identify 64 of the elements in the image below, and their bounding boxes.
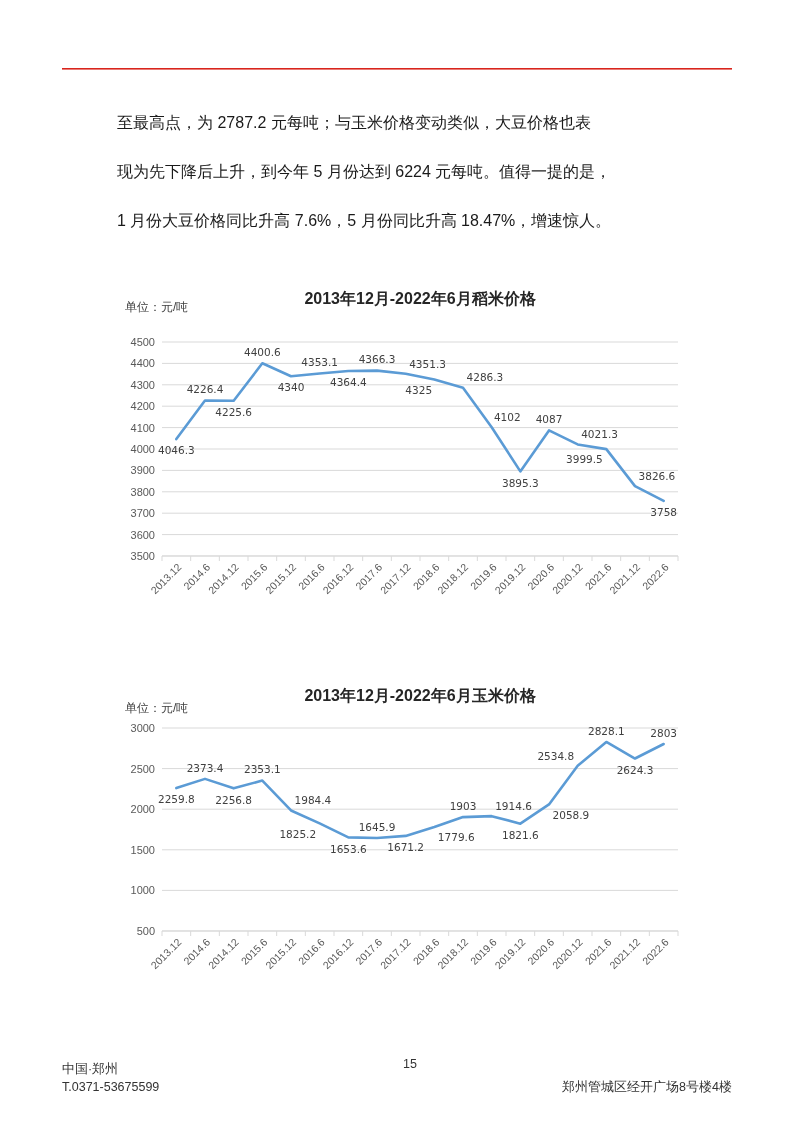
- y-tick-label: 4200: [130, 400, 155, 413]
- text: 15: [403, 1057, 417, 1071]
- data-label: 2353.1: [243, 763, 281, 776]
- data-label: 2803: [650, 726, 678, 739]
- y-tick-label: 3000: [130, 722, 155, 734]
- data-label: 1653.6: [329, 842, 368, 855]
- data-label: 2259.8: [157, 793, 195, 806]
- data-label: 1645.9: [358, 820, 396, 833]
- data-label: 1825.2: [279, 827, 317, 840]
- y-tick-label: 3600: [130, 528, 155, 541]
- data-label: 4087: [535, 413, 563, 426]
- y-tick-label: 2000: [130, 803, 155, 816]
- data-label: 4340: [277, 381, 305, 394]
- data-label: 4366.3: [358, 353, 396, 366]
- y-tick-label: 4100: [130, 421, 155, 434]
- text: 至最高点，为 2787.2 元每吨；与玉米价格变动类似，大豆价格也表: [117, 114, 591, 131]
- text: 1 月份大豆价格同比升高 7.6%，5 月份同比升高 18.47%，增速惊人。: [117, 212, 612, 229]
- y-tick-label: 3700: [130, 507, 155, 520]
- text: 中国·郑州: [62, 1062, 119, 1076]
- y-tick-label: 3900: [130, 464, 155, 477]
- data-label: 3999.5: [566, 453, 603, 466]
- text: T.0371-53675599: [62, 1080, 160, 1094]
- y-tick-label: 4400: [130, 357, 155, 370]
- data-label: 4226.4: [186, 383, 224, 396]
- chart-title: 2013年12月-2022年6月稻米价格: [304, 290, 537, 307]
- data-label: 4021.3: [581, 428, 618, 441]
- data-label: 2828.1: [587, 724, 625, 737]
- y-axis-title: 单位：元/吨: [125, 701, 189, 715]
- data-label: 1914.6: [495, 799, 533, 812]
- data-label: 4102: [493, 410, 521, 423]
- y-tick-label: 4000: [130, 443, 155, 455]
- chart-title: 2013年12月-2022年6月玉米价格: [304, 687, 537, 704]
- data-label: 4286.3: [466, 371, 504, 384]
- data-label: 3826.6: [638, 469, 676, 482]
- data-label: 2058.9: [552, 808, 590, 821]
- data-label: 4325: [405, 383, 433, 396]
- data-label: 4353.1: [301, 356, 339, 369]
- y-tick-label: 1500: [130, 843, 155, 856]
- data-label: 4351.3: [409, 357, 446, 370]
- y-tick-label: 4300: [130, 378, 155, 391]
- data-label: 2256.8: [215, 793, 253, 806]
- data-label: 1984.4: [294, 794, 332, 807]
- data-label: 4225.6: [215, 405, 253, 418]
- data-label: 1779.6: [437, 831, 475, 844]
- data-label: 3758: [650, 506, 678, 519]
- y-tick-label: 4500: [130, 336, 155, 348]
- data-label: 2624.3: [616, 763, 654, 776]
- y-tick-label: 500: [136, 925, 155, 937]
- y-axis-title: 单位：元/吨: [125, 300, 189, 314]
- text: 现为先下降后上升，到今年 5 月份达到 6224 元每吨。值得一提的是，: [117, 163, 612, 180]
- data-label: 1903: [449, 799, 477, 812]
- y-tick-label: 1000: [130, 884, 155, 897]
- data-label: 2373.4: [186, 761, 224, 774]
- y-tick-label: 2500: [130, 762, 155, 775]
- data-label: 4364.4: [329, 376, 368, 389]
- data-label: 1821.6: [501, 828, 540, 841]
- y-tick-label: 3500: [130, 550, 155, 562]
- data-label: 1671.2: [387, 841, 425, 854]
- text: 郑州管城区经开广场8号楼4楼: [562, 1080, 732, 1094]
- data-label: 4400.6: [243, 346, 282, 359]
- data-label: 2534.8: [537, 749, 575, 762]
- y-tick-label: 3800: [130, 485, 155, 498]
- data-label: 3895.3: [501, 476, 539, 489]
- data-label: 4046.3: [157, 444, 195, 457]
